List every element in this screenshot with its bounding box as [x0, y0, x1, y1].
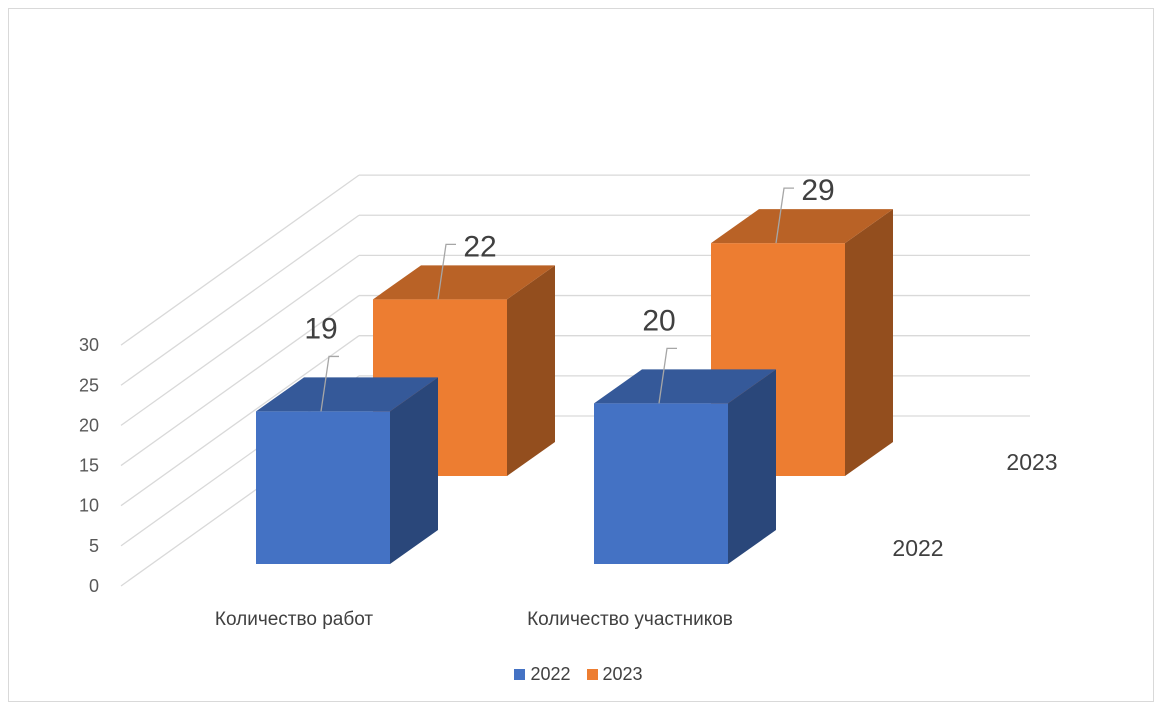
- data-label-leader-2023-0: [437, 243, 456, 300]
- legend-label-2022: 2022: [530, 664, 571, 684]
- gridline-side-10: [120, 335, 360, 507]
- data-label-2022-1: 20: [642, 304, 675, 337]
- data-label-leader-2023-1: [775, 187, 794, 244]
- data-label-2023-0: 22: [463, 230, 496, 263]
- legend-item-2022: 2022: [514, 664, 571, 685]
- bar-top-2022-0: [256, 377, 438, 412]
- y-tick-label-30: 30: [79, 335, 99, 355]
- gridline-side-15: [120, 295, 360, 467]
- bar-top-2023-0: [373, 265, 555, 300]
- legend-swatch-2023: [586, 669, 598, 680]
- bar-side-2022-1: [728, 369, 776, 564]
- data-label-2022-0: 19: [304, 312, 337, 345]
- legend: 2022 2023: [0, 664, 1157, 685]
- gridline-side-25: [120, 214, 360, 386]
- x-tick-label-0: Количество работ: [215, 609, 373, 630]
- bar-side-2022-0: [390, 377, 438, 564]
- data-label-2023-1: 29: [801, 174, 834, 207]
- bar-side-2023-0: [507, 265, 555, 476]
- y-tick-label-0: 0: [89, 576, 99, 596]
- bar-side-2023-1: [845, 209, 893, 476]
- y-tick-label-25: 25: [79, 375, 99, 395]
- depth-axis-label-2022: 2022: [892, 535, 943, 561]
- legend-label-2023: 2023: [602, 664, 643, 684]
- legend-swatch-2022: [514, 669, 526, 680]
- data-label-leader-2022-0: [320, 355, 339, 412]
- y-tick-label-10: 10: [79, 496, 99, 516]
- chart-frame: [8, 8, 1154, 702]
- legend-item-2023: 2023: [586, 664, 643, 685]
- depth-axis-label-2023: 2023: [1006, 449, 1057, 475]
- bar-top-2023-1: [711, 209, 893, 244]
- y-tick-label-20: 20: [79, 415, 99, 435]
- gridline-side-20: [120, 254, 360, 426]
- bar-top-2022-1: [594, 369, 776, 404]
- bar-2022-1: [594, 403, 728, 564]
- y-tick-label-15: 15: [79, 456, 99, 476]
- x-tick-label-1: Количество участников: [527, 609, 733, 630]
- bar-2022-0: [256, 411, 390, 564]
- data-label-leader-2022-1: [658, 347, 677, 404]
- y-tick-label-5: 5: [89, 536, 99, 556]
- gridline-side-30: [120, 174, 360, 346]
